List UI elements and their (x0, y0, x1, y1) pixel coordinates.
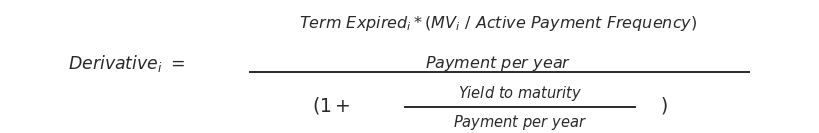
Text: $\mathbf{\mathit{Yield\ to\ maturity}}$: $\mathbf{\mathit{Yield\ to\ maturity}}$ (458, 84, 582, 103)
Text: $(1 +$: $(1 +$ (312, 95, 351, 116)
Text: $)$: $)$ (659, 95, 667, 116)
Text: $\mathbf{\mathit{Term\ Expired}}_i * (\mathbf{\mathit{MV}}_i\mathbf{\mathit{\ /\: $\mathbf{\mathit{Term\ Expired}}_i * (\m… (299, 14, 697, 33)
Text: $\mathbf{\mathit{Derivative}}_i\ =$: $\mathbf{\mathit{Derivative}}_i\ =$ (68, 53, 186, 74)
Text: $\mathbf{\mathit{Payment\ per\ year}}$: $\mathbf{\mathit{Payment\ per\ year}}$ (453, 113, 587, 132)
Text: $\mathbf{\mathit{Payment\ per\ year}}$: $\mathbf{\mathit{Payment\ per\ year}}$ (425, 54, 571, 73)
